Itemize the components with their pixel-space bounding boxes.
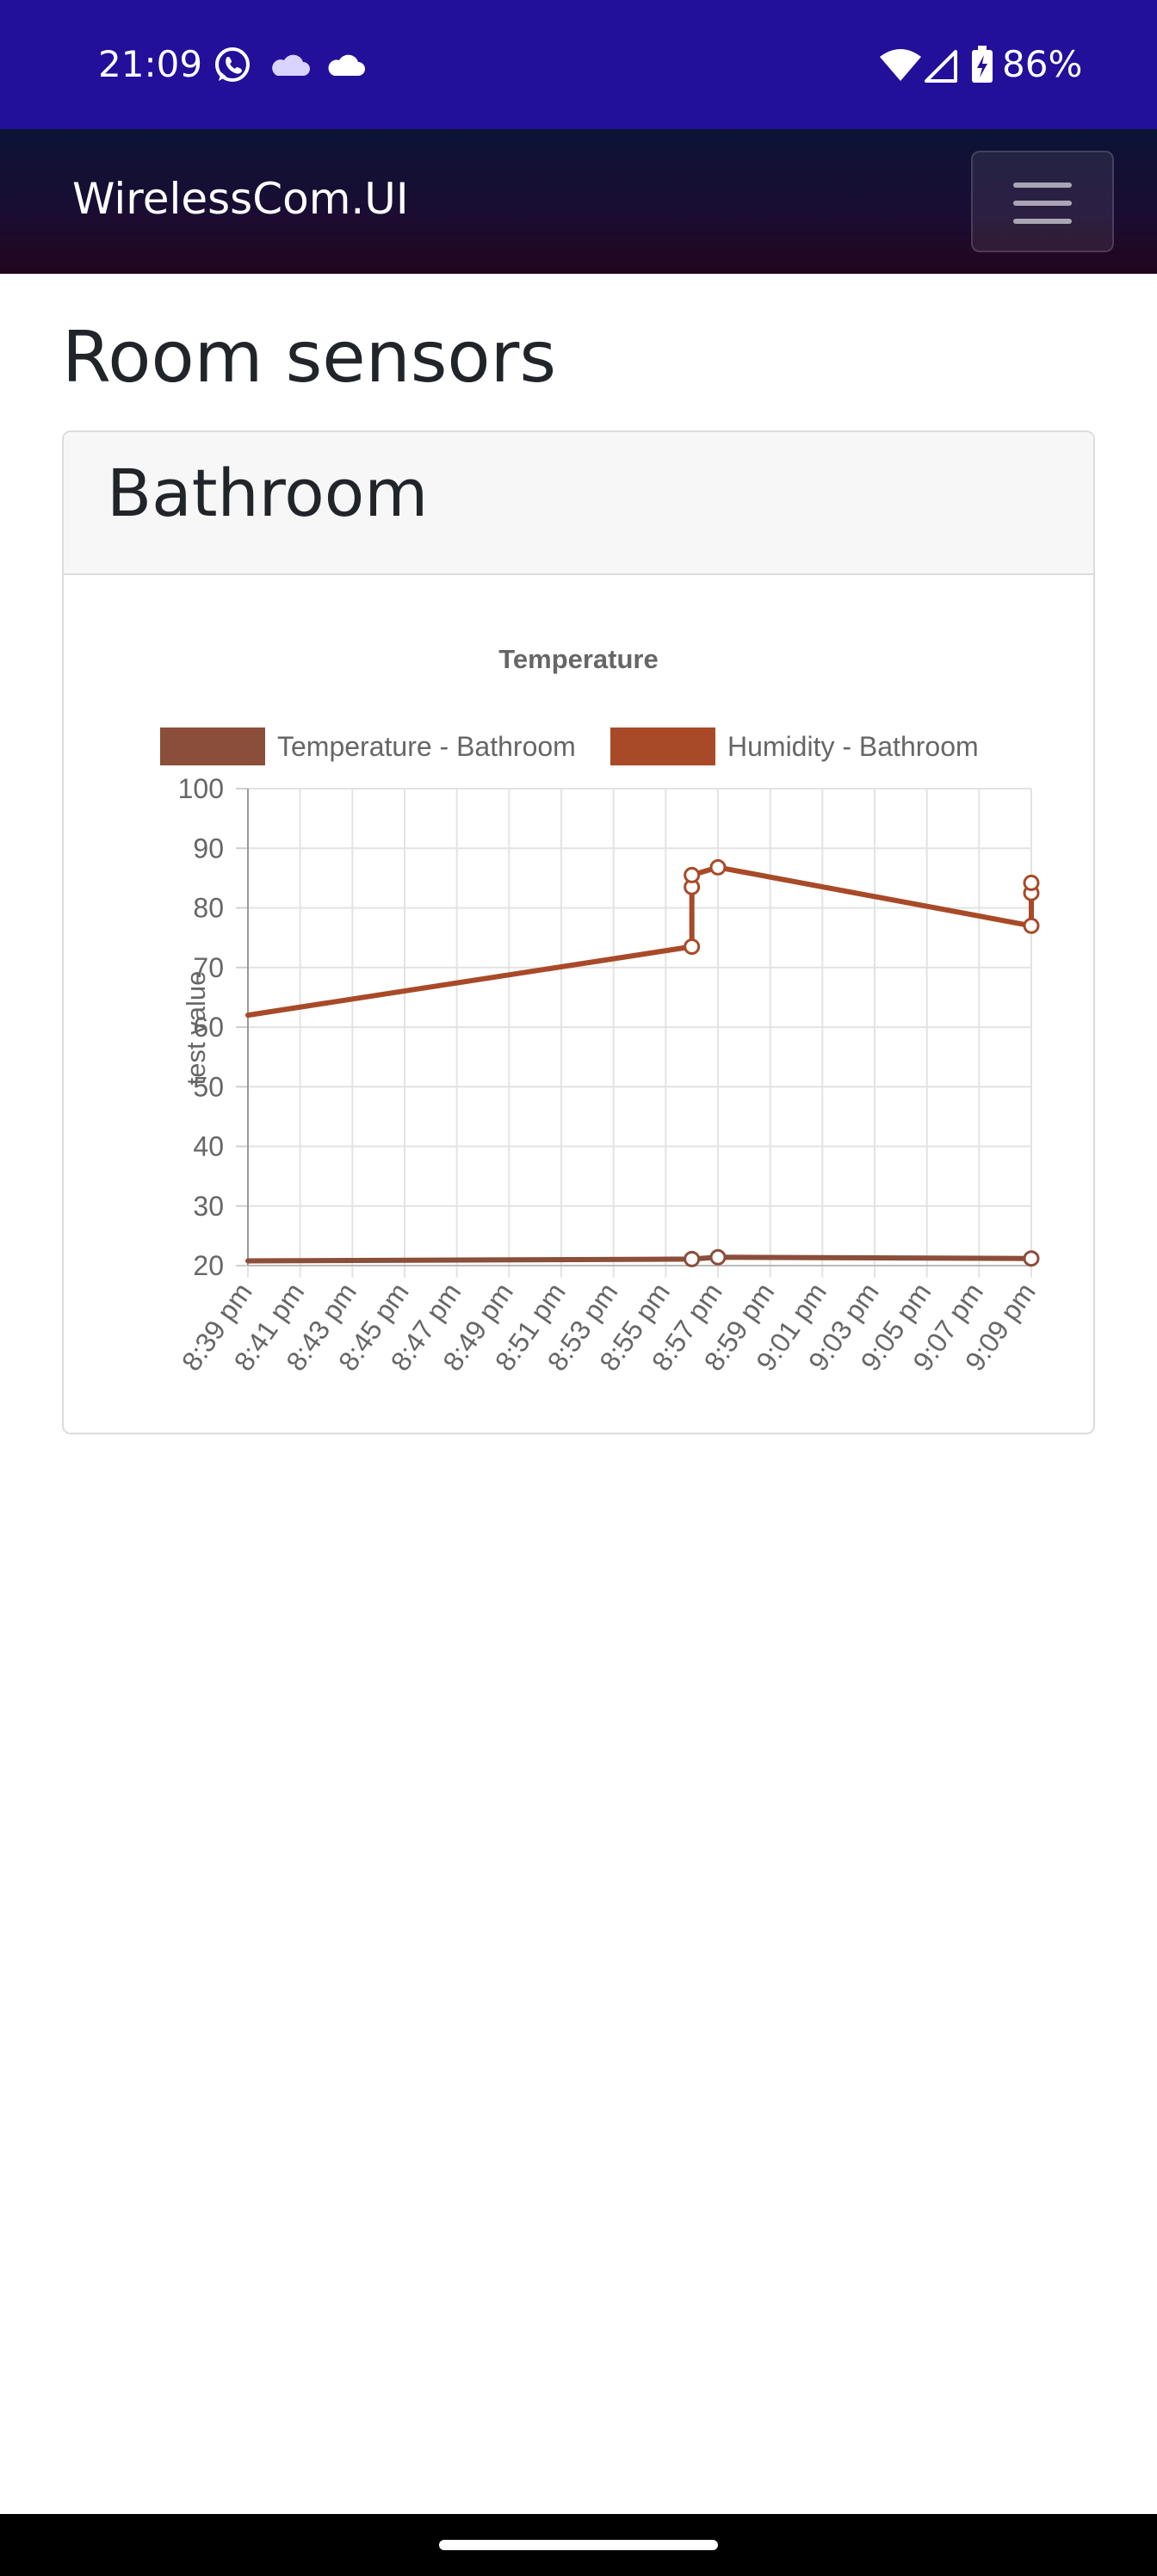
card-header: Bathroom — [64, 432, 1093, 575]
y-tick-label: 40 — [193, 1131, 224, 1162]
navbar-toggle-button[interactable] — [971, 151, 1114, 252]
navbar: WirelessCom.UI — [0, 129, 1157, 274]
battery-charging-icon — [969, 45, 995, 86]
series-line — [245, 1254, 1034, 1264]
data-point — [1023, 1250, 1040, 1267]
data-point — [684, 1250, 701, 1267]
y-tick-label: 90 — [193, 833, 224, 864]
y-tick-label: 100 — [178, 773, 224, 804]
data-point — [684, 938, 701, 956]
legend-label: Humidity - Bathroom — [727, 731, 979, 762]
y-tick-label: 30 — [193, 1191, 224, 1222]
legend-swatch — [160, 728, 265, 765]
chart-title: Temperature — [498, 644, 659, 674]
page-title: Room sensors — [62, 317, 557, 399]
battery-percentage: 86% — [1002, 43, 1083, 85]
data-point — [1023, 874, 1040, 891]
y-tick-label: 50 — [193, 1071, 224, 1102]
wifi-icon — [878, 45, 923, 86]
y-tick-label: 70 — [193, 952, 224, 983]
card-title: Bathroom — [107, 455, 429, 531]
line-chart: Temperature Temperature - Bathroom Humidit… — [160, 644, 1042, 1377]
status-time: 21:09 — [98, 43, 203, 85]
whatsapp-icon — [212, 45, 253, 86]
sensor-card: Bathroom Temperature Temperature - Bathro… — [62, 430, 1095, 1434]
data-point — [709, 1248, 727, 1266]
series-line — [245, 864, 1034, 1019]
status-bar: 21:09 86% — [0, 0, 1157, 129]
data-point — [1023, 917, 1040, 934]
onedrive-cloud-icon — [269, 45, 310, 86]
y-tick-label: 80 — [193, 893, 224, 924]
home-gesture-handle[interactable] — [439, 2540, 718, 2550]
y-axis-label: test value — [181, 971, 211, 1086]
legend-label: Temperature - Bathroom — [277, 731, 576, 762]
cloud-icon — [325, 45, 367, 86]
signal-icon — [921, 45, 962, 86]
y-tick-label: 60 — [193, 1012, 224, 1043]
y-tick-label: 20 — [193, 1250, 224, 1281]
data-point — [684, 866, 701, 883]
data-point — [709, 858, 727, 876]
navbar-brand[interactable]: WirelessCom.UI — [72, 174, 409, 224]
legend-swatch — [610, 728, 715, 765]
